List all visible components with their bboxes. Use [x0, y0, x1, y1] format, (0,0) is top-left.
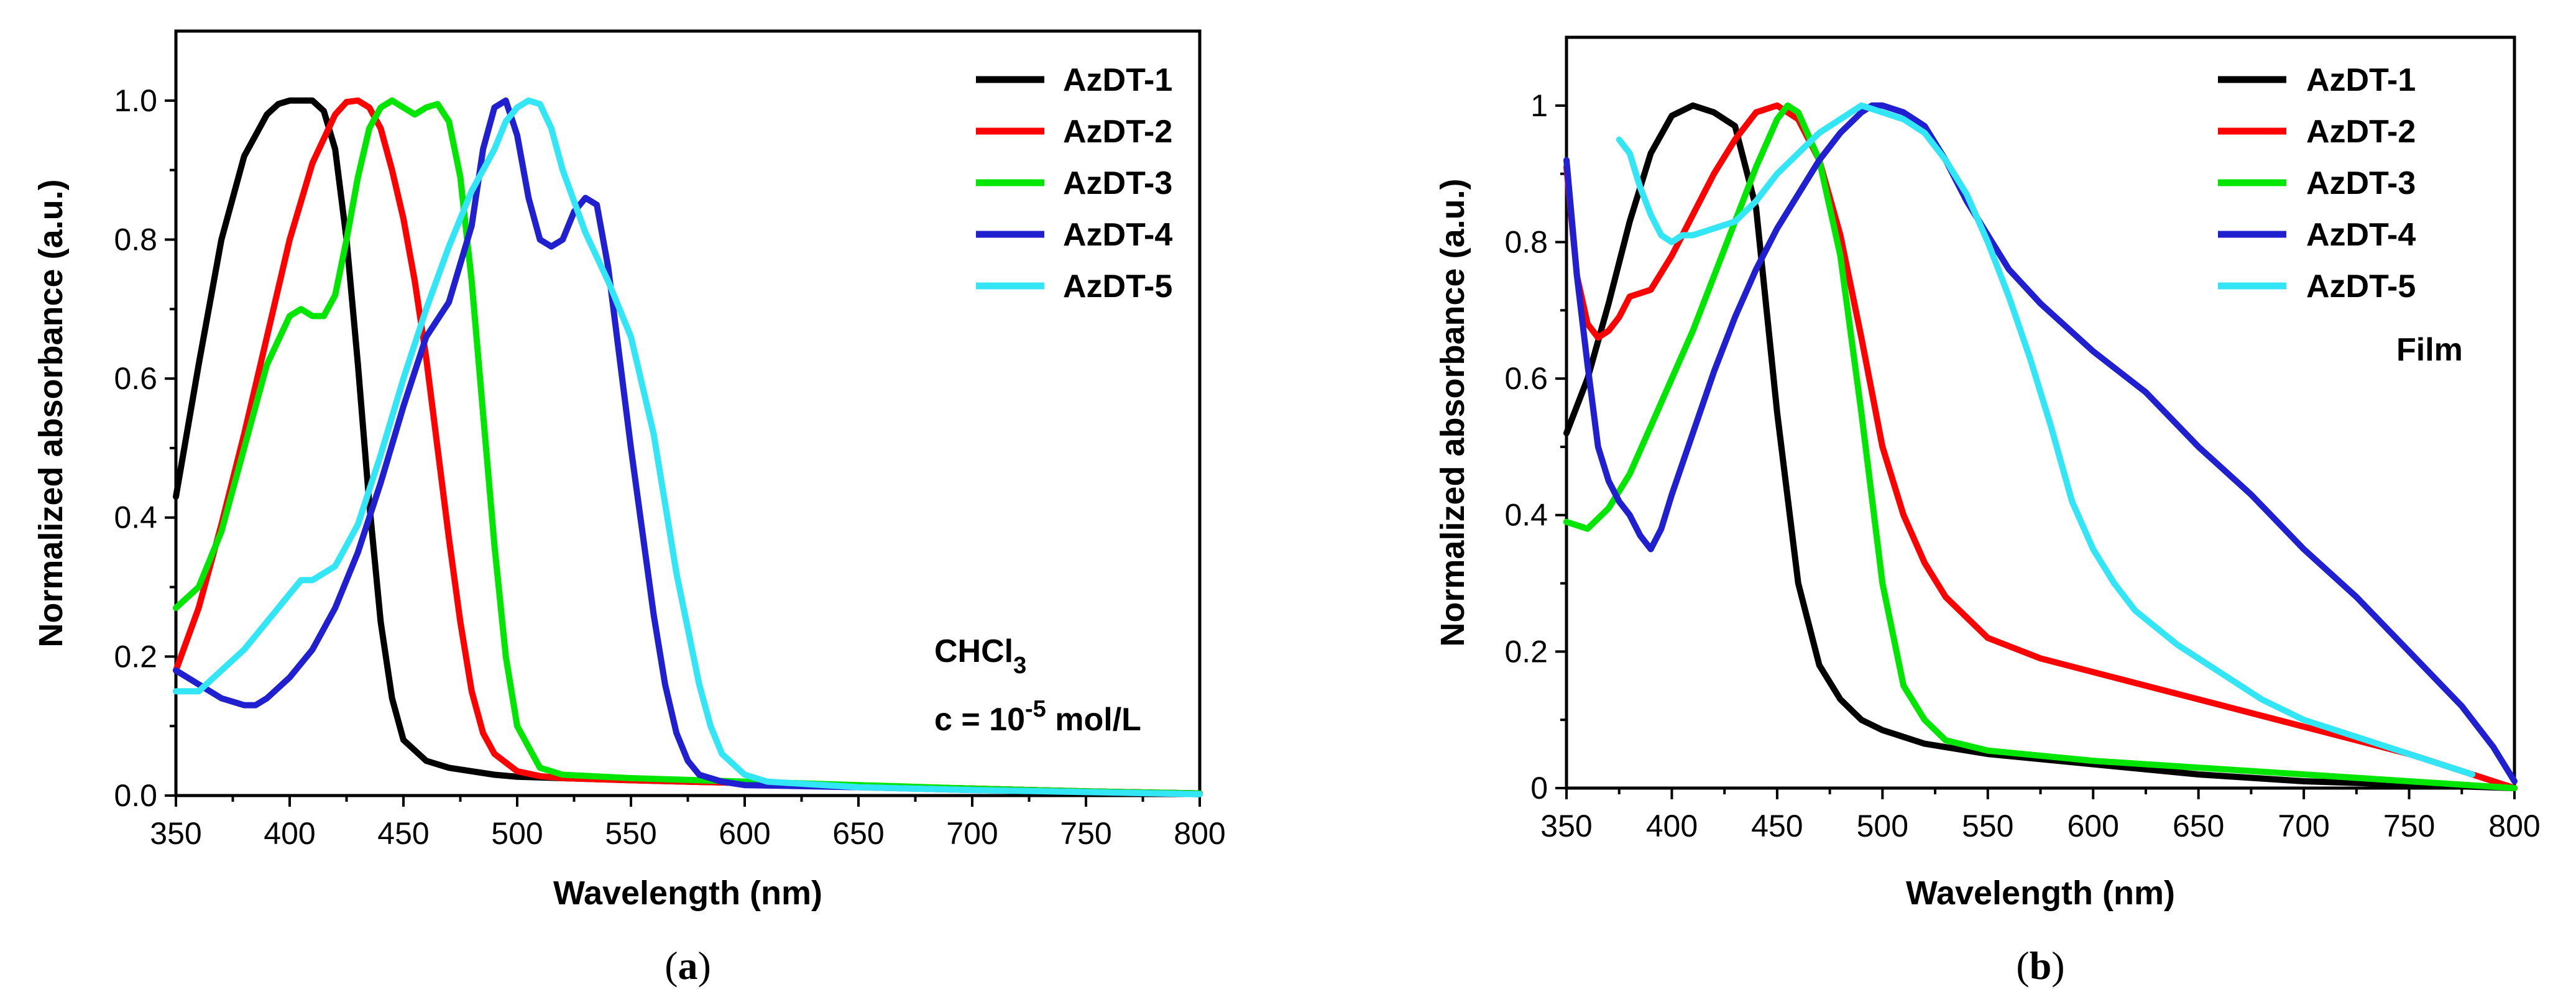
- x-axis-label: Wavelength (nm): [1906, 874, 2175, 912]
- y-tick-label: 1: [1530, 88, 1548, 123]
- legend-label-azdt-3: AzDT-3: [1063, 165, 1172, 201]
- series-line-azdt-5: [173, 97, 1203, 797]
- solvent-annotation: CHCl3: [934, 633, 1026, 679]
- legend-label-azdt-1: AzDT-1: [1063, 62, 1172, 98]
- x-tick-label: 800: [1174, 816, 1225, 851]
- x-tick-label: 750: [1060, 816, 1111, 851]
- caption-open: (: [665, 943, 678, 988]
- x-tick-label: 700: [2278, 809, 2329, 843]
- y-tick-label: 0.6: [114, 361, 157, 396]
- caption-close: ): [2051, 943, 2064, 988]
- series-line-azdt-5: [1616, 102, 2476, 778]
- y-tick-label: 0.4: [114, 500, 157, 535]
- legend-label-azdt-5: AzDT-5: [1063, 268, 1172, 305]
- y-tick-label: 0.6: [1504, 361, 1548, 396]
- series-line-azdt-4: [173, 97, 1203, 797]
- legend-label-azdt-2: AzDT-2: [2306, 114, 2416, 150]
- y-tick-label: 0.2: [1504, 634, 1548, 669]
- y-tick-label: 0.2: [114, 639, 157, 674]
- series-line-azdt-1: [173, 97, 1203, 797]
- legend-label-azdt-2: AzDT-2: [1063, 114, 1172, 150]
- x-tick-label: 550: [605, 816, 656, 851]
- x-tick-label: 650: [832, 816, 884, 851]
- x-tick-label: 550: [1962, 809, 2013, 843]
- conc-superscript: -5: [1025, 696, 1046, 722]
- panel-caption: (b): [2016, 943, 2064, 988]
- y-tick-label: 0.0: [114, 778, 157, 813]
- y-tick-label: 0.8: [1504, 224, 1548, 259]
- x-tick-label: 500: [491, 816, 543, 851]
- x-tick-label: 350: [1540, 809, 1592, 843]
- series-line-azdt-1: [1563, 102, 2518, 791]
- conc-prefix: c = 10: [934, 702, 1025, 738]
- y-axis-label: Normalized absorbance (a.u.): [32, 179, 70, 647]
- chart-panel-b: 350 400 450 500 550 600 650 700 750 800 0 0.2 0.4 0.6…: [1434, 35, 2541, 988]
- x-tick-label: 400: [1646, 809, 1698, 843]
- x-tick-label: 750: [2383, 809, 2435, 843]
- y-tick-label: 1.0: [114, 83, 157, 118]
- x-tick-label: 700: [946, 816, 998, 851]
- film-annotation: Film: [2396, 332, 2463, 368]
- legend-label-azdt-4: AzDT-4: [2306, 217, 2416, 253]
- y-tick-label: 0.4: [1504, 498, 1548, 533]
- caption-letter: b: [2030, 943, 2052, 988]
- legend-label-azdt-5: AzDT-5: [2306, 268, 2416, 305]
- legend: AzDT-1 AzDT-2 AzDT-3 AzDT-4 AzDT-5: [976, 62, 1172, 305]
- y-tick-label: 0: [1530, 771, 1548, 805]
- series-line-azdt-4: [1563, 102, 2518, 784]
- x-tick-label: 500: [1857, 809, 1908, 843]
- x-tick-label: 650: [2173, 809, 2224, 843]
- panel-caption: (a): [665, 943, 711, 988]
- chart-panel-a: 350 400 450 500 550 600 650 700 750 800 0.0 0.2 0.4 0…: [32, 29, 1226, 988]
- series-line-azdt-2: [173, 97, 1203, 797]
- y-axis-label: Normalized absorbance (a.u.): [1434, 178, 1471, 646]
- y-tick-label: 0.8: [114, 222, 157, 257]
- x-tick-label: 350: [150, 816, 201, 851]
- caption-close: ): [698, 943, 711, 988]
- legend: AzDT-1 AzDT-2 AzDT-3 AzDT-4 AzDT-5: [2218, 62, 2416, 305]
- conc-suffix: mol/L: [1046, 702, 1141, 738]
- plot-frame: [1565, 35, 2516, 790]
- x-tick-label: 450: [377, 816, 429, 851]
- x-tick-label: 450: [1751, 809, 1803, 843]
- x-tick-label: 400: [264, 816, 315, 851]
- legend-label-azdt-4: AzDT-4: [1063, 217, 1172, 253]
- x-tick-label: 600: [719, 816, 770, 851]
- x-axis-label: Wavelength (nm): [553, 874, 822, 912]
- solvent-main: CHCl: [934, 633, 1013, 669]
- series-line-azdt-3: [173, 97, 1203, 797]
- x-tick-label: 600: [2068, 809, 2119, 843]
- legend-label-azdt-3: AzDT-3: [2306, 165, 2416, 201]
- caption-open: (: [2016, 943, 2029, 988]
- x-tick-label: 800: [2488, 809, 2540, 843]
- plot-frame: [174, 29, 1202, 797]
- legend-label-azdt-1: AzDT-1: [2306, 62, 2416, 98]
- concentration-annotation: c = 10-5 mol/L: [934, 696, 1141, 738]
- series-line-azdt-2: [1563, 102, 2518, 791]
- solvent-subscript: 3: [1013, 653, 1026, 679]
- caption-letter: a: [678, 943, 698, 988]
- series-line-azdt-3: [1563, 102, 2518, 791]
